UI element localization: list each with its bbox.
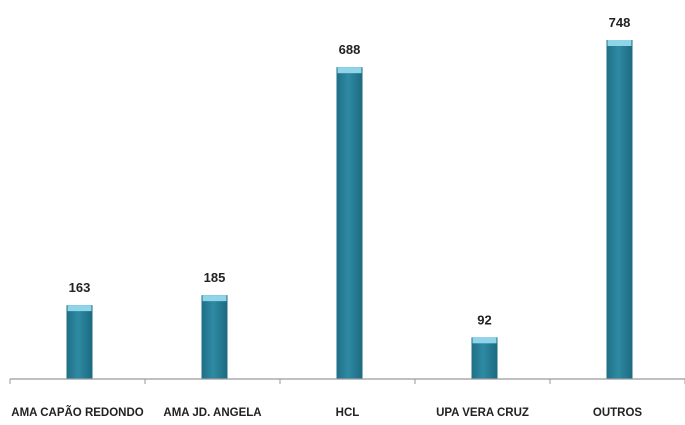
x-tick-label: UPA VERA CRUZ — [436, 407, 529, 419]
bar — [336, 67, 363, 380]
bar-value-label: 688 — [339, 42, 361, 57]
x-tick-label: OUTROS — [593, 407, 643, 419]
labels-layer: 163 AMA CAPÃO REDONDO 185 AMA JD. ANGELA 688… — [11, 15, 642, 419]
bar-value-label: 748 — [609, 15, 631, 30]
bar-cap — [337, 67, 362, 74]
bar-value-label: 92 — [477, 312, 491, 327]
bar — [201, 295, 228, 379]
bar-cap — [472, 337, 497, 344]
x-axis — [9, 378, 685, 384]
bar-value-label: 163 — [69, 280, 91, 295]
bar-cap — [67, 305, 92, 312]
x-tick-label: HCL — [336, 407, 360, 419]
bar-cap — [202, 295, 227, 302]
bars-layer — [66, 40, 633, 380]
x-tick-label: AMA JD. ANGELA — [163, 407, 261, 419]
bar — [66, 305, 93, 379]
bar — [471, 337, 498, 379]
bar-cap — [607, 40, 632, 46]
x-tick-label: AMA CAPÃO REDONDO — [11, 406, 144, 419]
bar-value-label: 185 — [204, 270, 226, 285]
bar — [606, 40, 633, 379]
